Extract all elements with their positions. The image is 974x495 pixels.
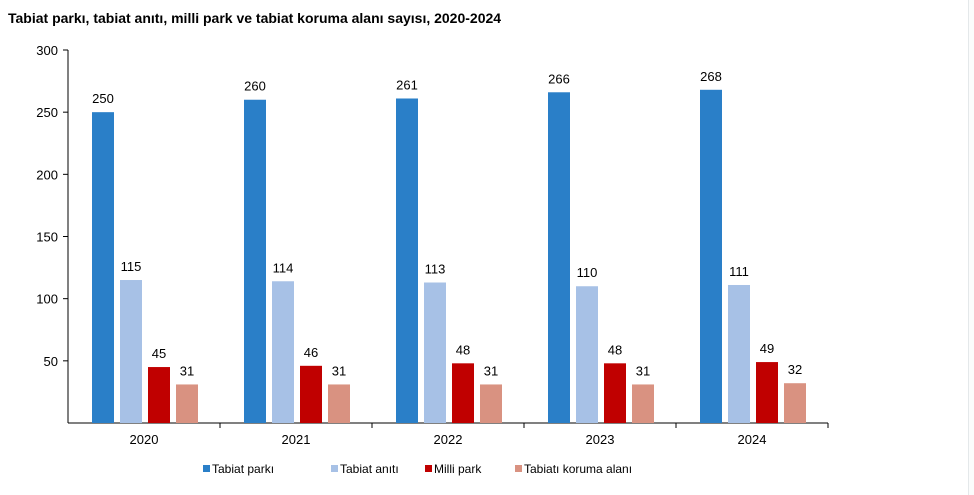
y-tick-label: 50: [44, 354, 58, 369]
bar-tabiat-anıtı: [728, 284, 750, 423]
y-tick-label: 250: [36, 105, 58, 120]
bar-milli-park: [756, 362, 778, 423]
data-label: 31: [180, 363, 194, 378]
data-label: 31: [636, 363, 650, 378]
legend-label: Tabiat parkı: [212, 462, 274, 476]
bar-milli-park: [452, 363, 474, 423]
data-label: 49: [760, 341, 774, 356]
data-label: 32: [788, 362, 802, 377]
x-tick-label: 2020: [130, 432, 159, 447]
bar-tabiat-parkı: [700, 89, 722, 423]
data-label: 261: [396, 77, 418, 92]
y-tick-label: 200: [36, 167, 58, 182]
data-label: 114: [273, 260, 294, 275]
bar-tabiat-parkı: [396, 98, 418, 424]
data-label: 48: [608, 342, 622, 357]
data-label: 266: [548, 71, 570, 86]
data-label: 111: [729, 264, 749, 279]
bar-tabiatı-koruma-alanı: [632, 384, 654, 423]
bar-tabiat-anıtı: [576, 286, 598, 423]
bar-tabiat-anıtı: [120, 280, 142, 423]
data-label: 268: [700, 69, 722, 84]
bar-tabiat-anıtı: [272, 281, 294, 423]
y-tick-label: 100: [36, 292, 58, 307]
y-tick-label: 150: [36, 230, 58, 245]
bar-tabiatı-koruma-alanı: [784, 383, 806, 423]
data-label: 260: [244, 79, 266, 94]
bar-tabiatı-koruma-alanı: [176, 384, 198, 423]
bar-tabiat-parkı: [244, 99, 266, 423]
data-label: 31: [332, 363, 346, 378]
bar-tabiat-parkı: [548, 92, 570, 424]
y-tick-label: 300: [36, 43, 58, 58]
legend-label: Milli park: [434, 462, 482, 476]
legend-swatch: [331, 465, 338, 472]
chart-title: Tabiat parkı, tabiat anıtı, milli park v…: [8, 10, 502, 26]
data-label: 48: [456, 342, 470, 357]
x-tick-label: 2022: [434, 432, 463, 447]
scrollbar-edge: [968, 0, 974, 495]
bar-tabiatı-koruma-alanı: [480, 384, 502, 423]
data-label: 46: [304, 345, 318, 360]
bar-milli-park: [604, 363, 626, 423]
data-label: 110: [577, 265, 598, 280]
bar-tabiatı-koruma-alanı: [328, 384, 350, 423]
legend-label: Tabiatı koruma alanı: [524, 462, 632, 476]
data-label: 31: [484, 363, 498, 378]
legend-swatch: [425, 465, 432, 472]
data-label: 113: [425, 262, 446, 277]
bar-tabiat-parkı: [92, 112, 114, 424]
legend-swatch: [515, 465, 522, 472]
legend-swatch: [203, 465, 210, 472]
bar-tabiat-anıtı: [424, 282, 446, 423]
bar-milli-park: [300, 365, 322, 423]
data-label: 250: [92, 91, 114, 106]
data-label: 115: [121, 259, 142, 274]
x-tick-label: 2021: [282, 432, 311, 447]
x-tick-label: 2023: [586, 432, 615, 447]
legend-label: Tabiat anıtı: [340, 462, 399, 476]
x-tick-label: 2024: [738, 432, 767, 447]
data-label: 45: [152, 346, 166, 361]
bar-milli-park: [148, 367, 170, 423]
